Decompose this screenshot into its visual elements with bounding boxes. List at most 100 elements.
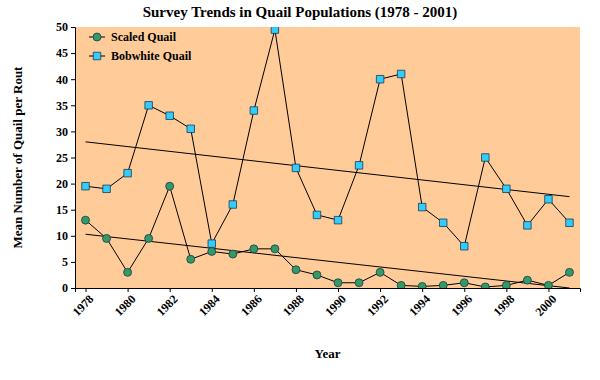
marker bbox=[250, 245, 258, 253]
marker bbox=[523, 276, 531, 284]
tick-label: 2000 bbox=[533, 292, 560, 319]
marker bbox=[481, 283, 489, 288]
tick-label: 50 bbox=[56, 20, 68, 34]
tick-mark bbox=[71, 184, 75, 185]
tick: 5 bbox=[62, 255, 75, 269]
marker bbox=[187, 255, 195, 263]
x-axis-title: Year bbox=[315, 346, 341, 361]
tick: 1978 bbox=[70, 288, 97, 319]
marker bbox=[355, 279, 363, 287]
tick-mark bbox=[71, 79, 75, 80]
marker bbox=[166, 182, 174, 190]
tick-label: 45 bbox=[56, 46, 68, 60]
marker bbox=[334, 279, 342, 287]
legend-symbol bbox=[93, 33, 101, 41]
tick: 45 bbox=[56, 46, 75, 60]
marker bbox=[461, 242, 468, 249]
tick: 20 bbox=[56, 177, 75, 191]
tick: 1992 bbox=[364, 288, 391, 319]
marker bbox=[124, 268, 132, 276]
y-axis: 0 5 10 15 20 25 30 35 40 45 50 bbox=[56, 20, 76, 295]
tick-label: 15 bbox=[56, 203, 68, 217]
tick-label: 35 bbox=[56, 99, 68, 113]
marker bbox=[397, 70, 404, 77]
marker bbox=[482, 154, 489, 161]
axis-line bbox=[76, 289, 581, 293]
tick-label: 1998 bbox=[490, 292, 517, 319]
tick-mark bbox=[71, 27, 75, 28]
marker bbox=[313, 271, 321, 279]
marker bbox=[439, 281, 447, 288]
marker bbox=[502, 281, 510, 288]
tick-label: 1994 bbox=[406, 292, 433, 319]
tick: 1994 bbox=[406, 288, 433, 319]
tick-mark bbox=[71, 105, 75, 106]
markers bbox=[82, 182, 574, 288]
marker bbox=[565, 268, 573, 276]
tick: 1998 bbox=[490, 288, 517, 319]
marker bbox=[271, 27, 278, 33]
marker bbox=[418, 203, 425, 210]
legend-item: Bobwhite Quail bbox=[89, 49, 192, 63]
plot: 1978198019821984198619881990199219941996… bbox=[56, 20, 581, 318]
series-line bbox=[86, 186, 570, 287]
tick-label: 1978 bbox=[70, 292, 97, 319]
trend-line bbox=[86, 142, 570, 197]
marker bbox=[292, 266, 300, 274]
marker bbox=[376, 75, 383, 82]
tick-label: 25 bbox=[56, 151, 68, 165]
marker bbox=[208, 247, 216, 255]
marker bbox=[103, 185, 110, 192]
marker bbox=[271, 245, 279, 253]
tick-label: 1992 bbox=[364, 292, 391, 319]
tick: 10 bbox=[56, 229, 75, 243]
marker bbox=[355, 162, 362, 169]
marker bbox=[82, 216, 90, 224]
marker bbox=[566, 219, 573, 226]
tick: 2000 bbox=[533, 288, 560, 319]
tick-mark bbox=[71, 131, 75, 132]
tick-label: 1984 bbox=[196, 292, 223, 319]
tick-mark bbox=[71, 158, 75, 159]
tick-mark bbox=[71, 288, 75, 289]
marker bbox=[313, 211, 320, 218]
tick-mark bbox=[71, 236, 75, 237]
tick-mark bbox=[71, 53, 75, 54]
tick-label: 0 bbox=[62, 281, 68, 295]
tick-mark bbox=[71, 210, 75, 211]
tick: 1982 bbox=[154, 288, 181, 319]
tick-label: 1988 bbox=[280, 292, 307, 319]
legend-label: Scaled Quail bbox=[111, 30, 177, 44]
marker bbox=[166, 112, 173, 119]
marker bbox=[229, 250, 237, 258]
tick-label: 40 bbox=[56, 73, 68, 87]
marker bbox=[418, 282, 426, 288]
tick: 1984 bbox=[196, 288, 223, 319]
tick: 1986 bbox=[238, 288, 265, 319]
series-line bbox=[86, 30, 570, 247]
legend-item: Scaled Quail bbox=[89, 30, 177, 44]
tick-label: 5 bbox=[62, 255, 68, 269]
marker bbox=[103, 234, 111, 242]
marker bbox=[292, 164, 299, 171]
tick-mark bbox=[71, 262, 75, 263]
markers bbox=[82, 27, 573, 250]
tick: 0 bbox=[62, 281, 75, 295]
tick: 15 bbox=[56, 203, 75, 217]
tick-label: 20 bbox=[56, 177, 68, 191]
tick: 1980 bbox=[112, 288, 139, 319]
marker bbox=[145, 234, 153, 242]
marker bbox=[503, 185, 510, 192]
legend-symbol bbox=[93, 52, 100, 59]
marker bbox=[208, 240, 215, 247]
x-axis: 1978198019821984198619881990199219941996… bbox=[70, 288, 581, 319]
tick-label: 1990 bbox=[322, 292, 349, 319]
marker bbox=[145, 102, 152, 109]
tick-label: 30 bbox=[56, 125, 68, 139]
marker bbox=[460, 279, 468, 287]
data-area bbox=[82, 27, 574, 288]
marker bbox=[334, 216, 341, 223]
tick: 1988 bbox=[280, 288, 307, 319]
marker bbox=[82, 182, 89, 189]
title: Survey Trends in Quail Populations (1978… bbox=[143, 4, 458, 21]
